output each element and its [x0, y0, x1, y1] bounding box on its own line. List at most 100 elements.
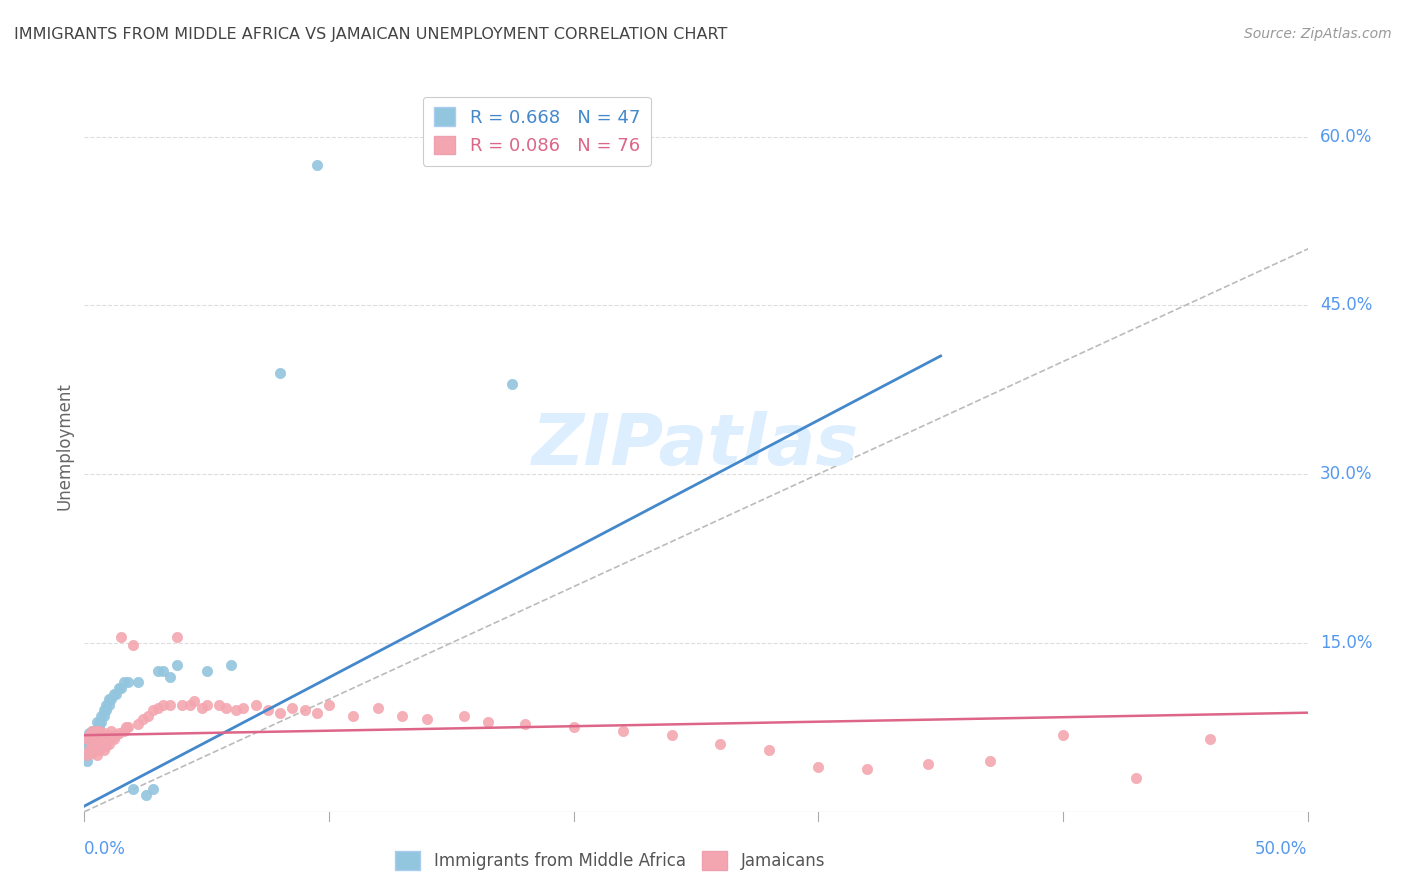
- Point: [152, 698, 174, 712]
- Point: [367, 701, 389, 715]
- Text: IMMIGRANTS FROM MIDDLE AFRICA VS JAMAICAN UNEMPLOYMENT CORRELATION CHART: IMMIGRANTS FROM MIDDLE AFRICA VS JAMAICA…: [14, 27, 727, 42]
- Point: [709, 737, 731, 751]
- Point: [100, 723, 122, 738]
- Point: [159, 670, 181, 684]
- Point: [80, 743, 103, 757]
- Text: 60.0%: 60.0%: [1320, 128, 1372, 145]
- Point: [105, 687, 128, 701]
- Y-axis label: Unemployment: Unemployment: [55, 382, 73, 510]
- Point: [159, 698, 181, 712]
- Point: [96, 731, 118, 746]
- Point: [135, 788, 157, 802]
- Point: [100, 692, 122, 706]
- Point: [513, 717, 536, 731]
- Point: [76, 731, 98, 746]
- Point: [122, 638, 145, 652]
- Text: 15.0%: 15.0%: [1320, 634, 1372, 652]
- Point: [612, 723, 634, 738]
- Point: [166, 658, 188, 673]
- Point: [215, 701, 238, 715]
- Point: [77, 743, 100, 757]
- Point: [97, 692, 120, 706]
- Text: ZIPatlas: ZIPatlas: [533, 411, 859, 481]
- Point: [117, 720, 139, 734]
- Point: [245, 698, 267, 712]
- Point: [87, 731, 110, 746]
- Point: [294, 703, 316, 717]
- Point: [93, 709, 115, 723]
- Point: [112, 675, 135, 690]
- Point: [100, 731, 122, 746]
- Point: [305, 158, 328, 172]
- Point: [77, 731, 100, 746]
- Point: [76, 737, 98, 751]
- Text: 30.0%: 30.0%: [1320, 465, 1372, 483]
- Point: [80, 728, 103, 742]
- Point: [97, 698, 120, 712]
- Text: 0.0%: 0.0%: [84, 840, 127, 858]
- Point: [80, 737, 103, 751]
- Point: [1125, 771, 1147, 785]
- Point: [76, 748, 98, 763]
- Point: [115, 720, 138, 734]
- Point: [195, 698, 218, 712]
- Point: [661, 728, 683, 742]
- Point: [281, 701, 304, 715]
- Point: [86, 748, 108, 763]
- Point: [391, 709, 413, 723]
- Point: [96, 703, 118, 717]
- Point: [107, 726, 129, 740]
- Point: [132, 713, 155, 727]
- Point: [97, 728, 120, 742]
- Point: [110, 630, 132, 644]
- Point: [232, 701, 254, 715]
- Point: [208, 698, 231, 712]
- Point: [416, 713, 439, 727]
- Point: [93, 743, 115, 757]
- Point: [979, 754, 1001, 768]
- Point: [917, 757, 939, 772]
- Point: [225, 703, 247, 717]
- Point: [77, 739, 100, 754]
- Point: [142, 703, 165, 717]
- Point: [80, 723, 103, 738]
- Point: [477, 714, 499, 729]
- Point: [80, 723, 103, 738]
- Point: [1198, 731, 1220, 746]
- Point: [105, 728, 128, 742]
- Point: [83, 731, 105, 746]
- Point: [77, 726, 100, 740]
- Point: [191, 701, 214, 715]
- Point: [77, 743, 100, 757]
- Point: [136, 709, 159, 723]
- Point: [86, 723, 108, 738]
- Point: [86, 731, 108, 746]
- Point: [83, 726, 105, 740]
- Point: [86, 728, 108, 742]
- Point: [90, 728, 112, 742]
- Point: [83, 737, 105, 751]
- Text: 45.0%: 45.0%: [1320, 296, 1372, 314]
- Point: [195, 664, 218, 678]
- Point: [269, 366, 291, 380]
- Point: [501, 377, 523, 392]
- Point: [83, 743, 105, 757]
- Point: [183, 694, 205, 708]
- Point: [90, 739, 112, 754]
- Point: [86, 723, 108, 738]
- Point: [93, 703, 115, 717]
- Point: [83, 728, 105, 742]
- Point: [90, 714, 112, 729]
- Point: [87, 723, 110, 738]
- Point: [127, 675, 149, 690]
- Point: [269, 706, 291, 720]
- Point: [87, 720, 110, 734]
- Point: [758, 743, 780, 757]
- Point: [90, 709, 112, 723]
- Point: [86, 714, 108, 729]
- Point: [93, 726, 115, 740]
- Text: Source: ZipAtlas.com: Source: ZipAtlas.com: [1244, 27, 1392, 41]
- Point: [305, 706, 328, 720]
- Point: [97, 737, 120, 751]
- Point: [112, 723, 135, 738]
